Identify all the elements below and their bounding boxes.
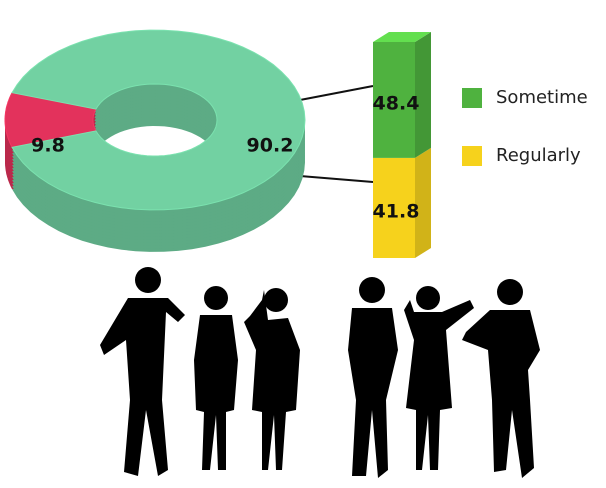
bar-segment-side (415, 32, 431, 158)
person (244, 288, 300, 470)
legend-swatch (462, 88, 482, 108)
slice-label: 90.2 (247, 135, 294, 157)
person (348, 277, 398, 478)
slice-label: 9.8 (31, 135, 65, 157)
person (194, 286, 238, 470)
person (404, 286, 474, 470)
bar-segment (373, 42, 415, 158)
bar-label: 41.8 (373, 200, 420, 222)
legend-label: Regularly (496, 145, 581, 166)
slice (11, 29, 306, 211)
legend-swatch (462, 146, 482, 166)
leader-line (299, 175, 374, 183)
bar-segment (373, 157, 415, 258)
stacked-bar: 41.8 48.4 (373, 32, 431, 258)
people-silhouettes (100, 267, 540, 478)
bar-top (373, 32, 431, 42)
leader-line (299, 85, 374, 101)
bar-label: 48.4 (373, 92, 420, 114)
person (100, 267, 185, 476)
donut: 9.8 90.2 (4, 29, 306, 252)
person (462, 279, 540, 478)
legend: Sometime Regularly (462, 87, 588, 166)
bar-segment-side (415, 147, 431, 258)
legend-label: Sometime (496, 87, 588, 108)
